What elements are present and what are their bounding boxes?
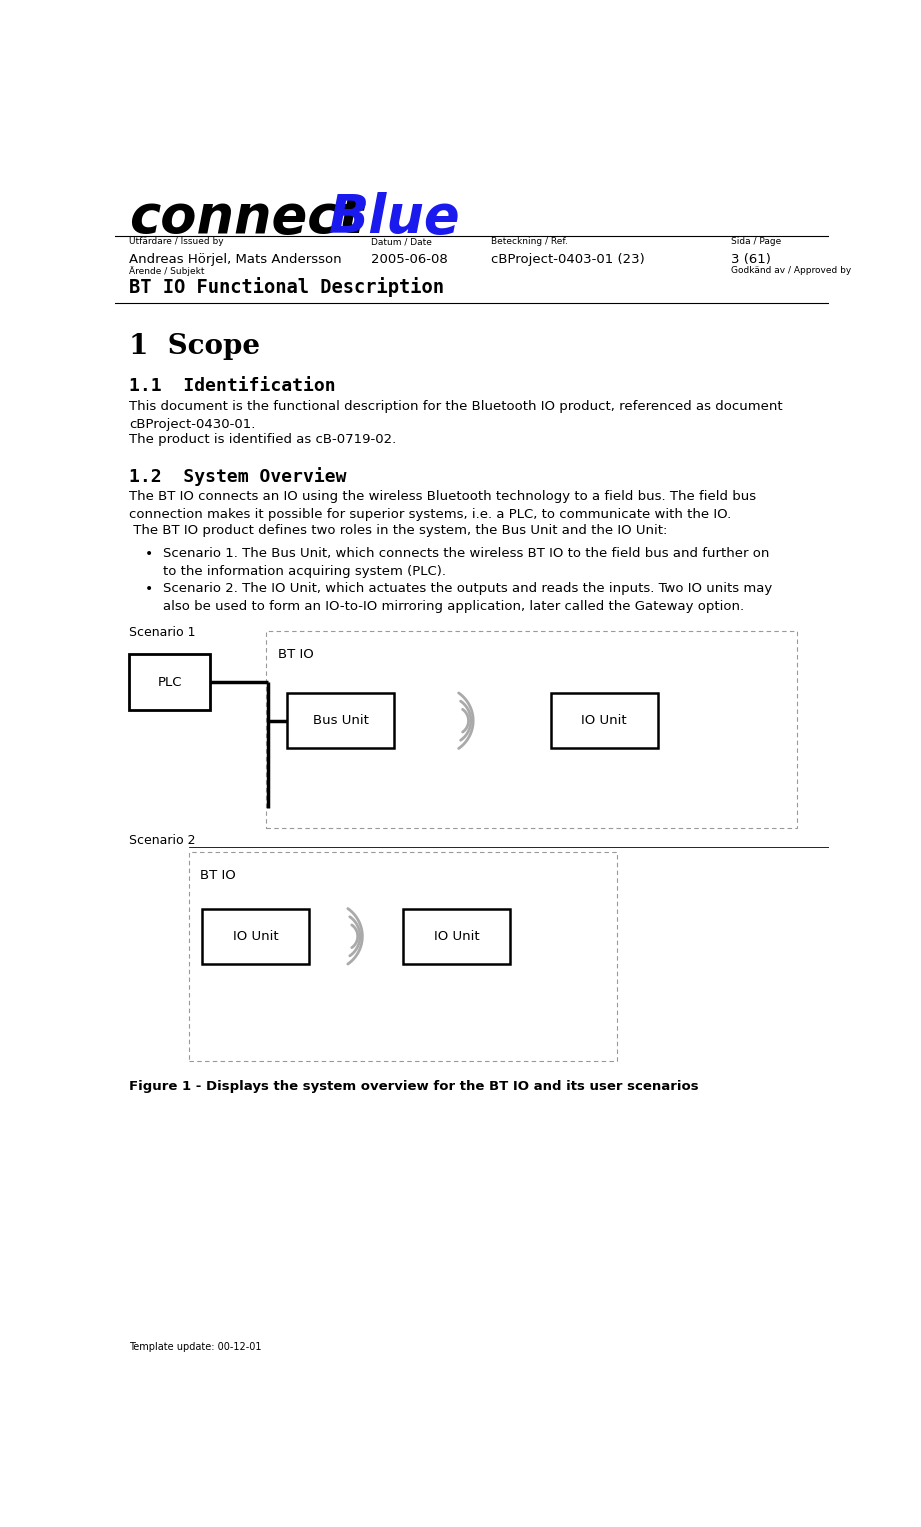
Text: BT IO: BT IO bbox=[278, 649, 314, 661]
Text: cBProject-0403-01 (23): cBProject-0403-01 (23) bbox=[491, 252, 645, 266]
Text: Ärende / Subjekt: Ärende / Subjekt bbox=[129, 266, 204, 276]
Text: IO Unit: IO Unit bbox=[233, 930, 278, 942]
Bar bbox=[403, 909, 510, 964]
Text: Scenario 1. The Bus Unit, which connects the wireless BT IO to the field bus and: Scenario 1. The Bus Unit, which connects… bbox=[163, 547, 770, 577]
Bar bbox=[287, 693, 394, 748]
Bar bbox=[129, 655, 211, 710]
Text: Datum / Date: Datum / Date bbox=[371, 237, 432, 246]
Text: connect: connect bbox=[129, 192, 364, 244]
Text: 1.2  System Overview: 1.2 System Overview bbox=[129, 467, 346, 486]
Text: Scenario 2: Scenario 2 bbox=[129, 834, 195, 847]
Text: This document is the functional description for the Bluetooth IO product, refere: This document is the functional descript… bbox=[129, 400, 783, 432]
Text: Figure 1 - Displays the system overview for the BT IO and its user scenarios: Figure 1 - Displays the system overview … bbox=[129, 1080, 699, 1093]
Text: Godkänd av / Approved by: Godkänd av / Approved by bbox=[731, 266, 852, 275]
Text: Utfärdare / Issued by: Utfärdare / Issued by bbox=[129, 237, 224, 246]
Text: 3 (61): 3 (61) bbox=[731, 252, 771, 266]
Text: 1.1  Identification: 1.1 Identification bbox=[129, 377, 335, 395]
Bar bbox=[202, 909, 309, 964]
Text: Bus Unit: Bus Unit bbox=[313, 715, 368, 727]
Text: •: • bbox=[145, 547, 153, 560]
Text: 1  Scope: 1 Scope bbox=[129, 333, 261, 360]
Text: Blue: Blue bbox=[329, 192, 460, 244]
Text: IO Unit: IO Unit bbox=[434, 930, 480, 942]
Text: The BT IO connects an IO using the wireless Bluetooth technology to a field bus.: The BT IO connects an IO using the wirel… bbox=[129, 490, 756, 521]
Text: BT IO: BT IO bbox=[201, 869, 236, 881]
Text: 2005-06-08: 2005-06-08 bbox=[371, 252, 448, 266]
Text: Scenario 2. The IO Unit, which actuates the outputs and reads the inputs. Two IO: Scenario 2. The IO Unit, which actuates … bbox=[163, 582, 773, 614]
Bar bbox=[551, 693, 658, 748]
Text: Scenario 1: Scenario 1 bbox=[129, 626, 195, 638]
Text: Beteckning / Ref.: Beteckning / Ref. bbox=[491, 237, 568, 246]
Text: Andreas Hörjel, Mats Andersson: Andreas Hörjel, Mats Andersson bbox=[129, 252, 342, 266]
Text: BT IO Functional Description: BT IO Functional Description bbox=[129, 278, 444, 298]
Text: Sida / Page: Sida / Page bbox=[731, 237, 782, 246]
Text: The product is identified as cB-0719-02.: The product is identified as cB-0719-02. bbox=[129, 434, 396, 446]
Bar bbox=[266, 631, 797, 828]
Text: PLC: PLC bbox=[157, 676, 182, 689]
Text: •: • bbox=[145, 582, 153, 596]
Text: IO Unit: IO Unit bbox=[581, 715, 627, 727]
Text: Template update: 00-12-01: Template update: 00-12-01 bbox=[129, 1342, 262, 1351]
Bar bbox=[189, 852, 616, 1061]
Text: The BT IO product defines two roles in the system, the Bus Unit and the IO Unit:: The BT IO product defines two roles in t… bbox=[129, 524, 668, 536]
